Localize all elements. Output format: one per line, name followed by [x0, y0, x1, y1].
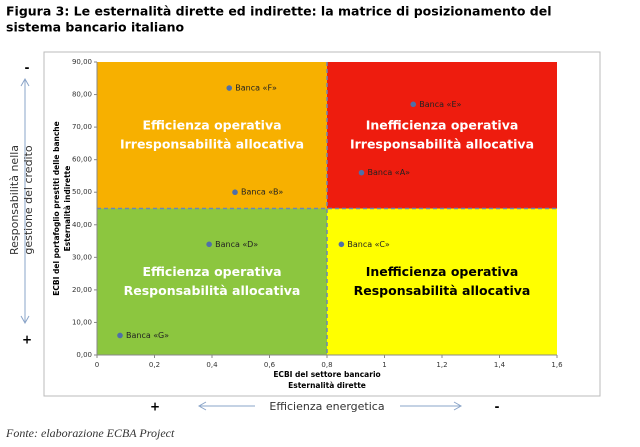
- x-tick-label: 1,4: [494, 361, 506, 369]
- x-tick-label: 0,2: [149, 361, 160, 369]
- point: [232, 189, 238, 196]
- point: [117, 332, 123, 339]
- y-axis-title: Esternalità indirette: [63, 166, 72, 252]
- x-tick-label: 0,4: [206, 361, 218, 369]
- quadrant-label: Irresponsabilità allocativa: [120, 136, 304, 151]
- y-tick-label: 90,00: [72, 58, 92, 66]
- left-arrow-heads: [20, 77, 30, 325]
- quadrant-label: Efficienza operativa: [142, 117, 281, 132]
- left-axis-label: Responsabilità nella: [8, 145, 21, 255]
- point: [226, 85, 233, 91]
- left-axis-label: gestione del credito: [22, 145, 35, 255]
- x-tick-label: 1: [382, 361, 386, 369]
- y-tick-label: 10,00: [72, 318, 92, 326]
- point: [358, 169, 365, 176]
- point-label: Banca «A»: [368, 168, 411, 177]
- quadrant-label: Inefficienza operativa: [366, 264, 519, 279]
- bottom-arrow-heads: [197, 401, 463, 411]
- y-tick-label: 60,00: [72, 156, 92, 164]
- point: [410, 101, 417, 108]
- point-label: Banca «D»: [215, 240, 258, 249]
- point-label: Banca «G»: [126, 331, 169, 340]
- quadrant-label: Inefficienza operativa: [366, 117, 519, 132]
- quadrant: [327, 208, 557, 355]
- x-tick-label: 0,8: [321, 361, 332, 369]
- point-label: Banca «E»: [419, 100, 461, 109]
- y-tick-label: 70,00: [72, 123, 92, 131]
- x-axis-title: ECBI del settore bancario: [273, 370, 380, 379]
- quadrant-label: Irresponsabilità allocativa: [350, 136, 534, 151]
- quadrant: [97, 208, 327, 355]
- point: [338, 241, 345, 248]
- chart-title: Figura 3: Le esternalità dirette ed indi…: [6, 4, 551, 19]
- source: Fonte: elaborazione ECBA Project: [5, 426, 175, 440]
- bottom-axis-label: Efficienza energetica: [269, 400, 384, 413]
- quadrant: [97, 62, 327, 209]
- quadrant-label: Responsabilità allocativa: [354, 283, 531, 298]
- x-tick-label: 1,6: [551, 361, 563, 369]
- bottom-axis-left: +: [150, 400, 160, 414]
- x-tick-label: 1,2: [436, 361, 447, 369]
- bottom-axis-right: -: [495, 400, 500, 414]
- point-label: Banca «C»: [347, 240, 390, 249]
- y-tick-label: 40,00: [72, 221, 92, 229]
- point-label: Banca «F»: [235, 84, 277, 93]
- y-tick-label: 0,00: [76, 351, 92, 359]
- y-tick-label: 50,00: [72, 188, 92, 196]
- chart-title: sistema bancario italiano: [6, 20, 185, 35]
- x-axis-title: Esternalità dirette: [288, 381, 366, 390]
- left-axis-bottom: +: [22, 333, 32, 347]
- quadrant-label: Responsabilità allocativa: [124, 283, 301, 298]
- chart-frame: [43, 51, 601, 397]
- y-tick-label: 20,00: [72, 286, 92, 294]
- x-tick-label: 0: [95, 361, 99, 369]
- quadrant: [327, 62, 557, 209]
- y-tick-label: 30,00: [72, 253, 92, 261]
- x-tick-label: 0,6: [264, 361, 276, 369]
- y-tick-label: 80,00: [72, 91, 92, 99]
- quadrant-label: Efficienza operativa: [142, 264, 281, 279]
- point-label: Banca «B»: [241, 188, 283, 197]
- point: [206, 241, 212, 248]
- y-axis-title: ECBI del portafoglio prestiti delle banc…: [52, 121, 61, 295]
- label-bg: [255, 399, 400, 413]
- left-axis-top: -: [25, 61, 30, 75]
